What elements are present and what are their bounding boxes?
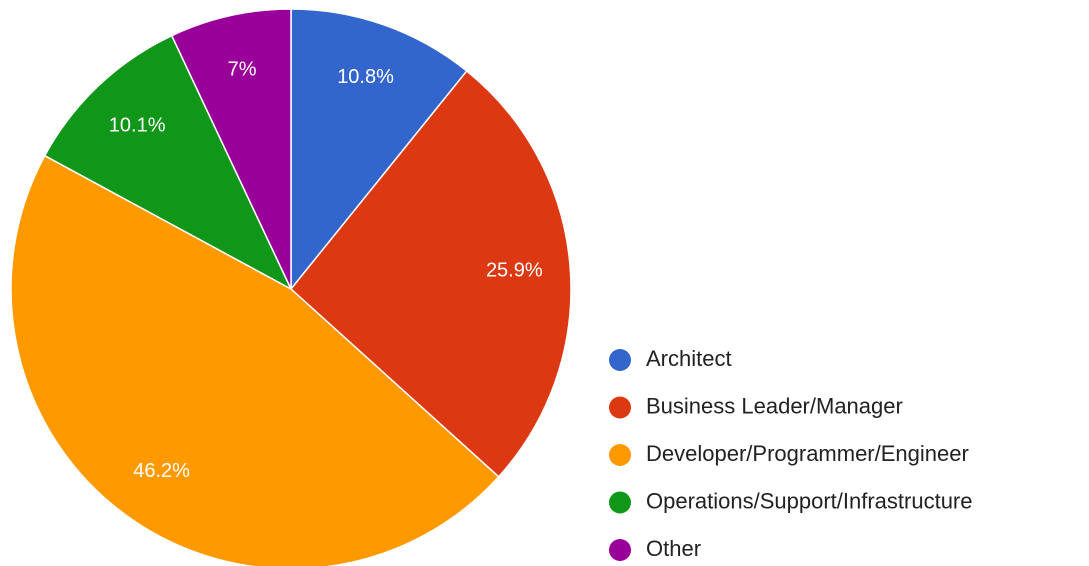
legend-label: Architect (646, 346, 732, 371)
legend-label: Business Leader/Manager (646, 393, 903, 418)
slice-label: 10.8% (337, 66, 394, 88)
legend-label: Other (646, 536, 701, 561)
pie-slice (10, 154, 500, 566)
slice-label: 25.9% (486, 260, 543, 282)
pie-slice (170, 8, 292, 290)
slice-label: 7% (228, 59, 257, 81)
pie-slice (289, 69, 572, 478)
pie-slice (290, 8, 468, 292)
legend-swatch (609, 396, 631, 419)
legend-label: Developer/Programmer/Engineer (646, 441, 969, 466)
pie-slice (43, 34, 293, 291)
legend-swatch (609, 539, 631, 561)
slice-label: 46.2% (133, 460, 190, 482)
legend-label: Operations/Support/Infrastructure (646, 488, 973, 513)
slice-label: 10.1% (109, 114, 166, 136)
legend-swatch (609, 444, 631, 466)
legend-swatch (609, 491, 631, 514)
legend-swatch (609, 349, 631, 371)
